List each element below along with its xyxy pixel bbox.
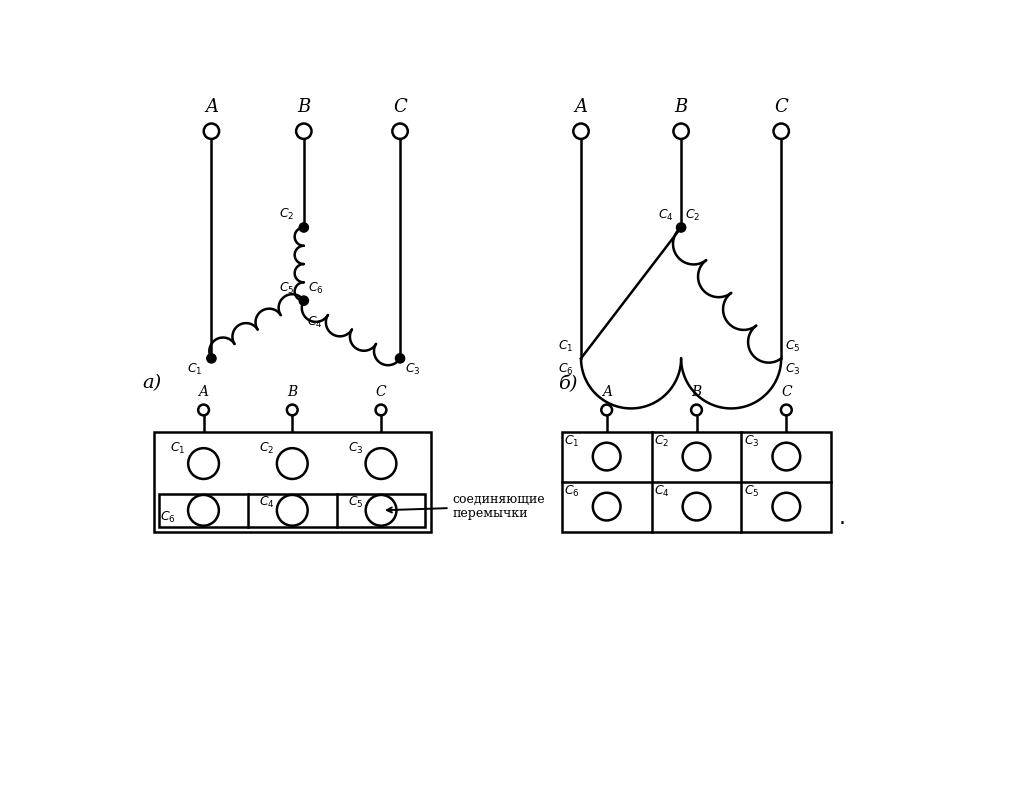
Text: $C_2$: $C_2$ xyxy=(654,434,670,449)
Circle shape xyxy=(299,296,308,305)
Circle shape xyxy=(299,223,308,232)
Text: $C_5$: $C_5$ xyxy=(348,495,364,510)
Text: $C_6$: $C_6$ xyxy=(564,484,580,499)
Text: $C_1$: $C_1$ xyxy=(558,339,573,354)
Text: A: A xyxy=(574,98,588,116)
Text: B: B xyxy=(287,385,297,399)
Text: C: C xyxy=(774,98,788,116)
Text: $C_3$: $C_3$ xyxy=(404,361,420,376)
Text: A: A xyxy=(199,385,209,399)
Text: $C_2$: $C_2$ xyxy=(280,207,295,222)
Text: $C_4$: $C_4$ xyxy=(307,314,323,329)
Text: соединяющие
перемычки: соединяющие перемычки xyxy=(387,493,545,520)
Text: б): б) xyxy=(558,374,578,392)
Text: $C_6$: $C_6$ xyxy=(160,510,175,525)
Text: C: C xyxy=(376,385,386,399)
Text: $C_3$: $C_3$ xyxy=(785,362,801,377)
Text: .: . xyxy=(839,508,846,527)
Text: $C_6$: $C_6$ xyxy=(307,281,324,296)
Text: $C_5$: $C_5$ xyxy=(785,339,801,354)
Text: $C_2$: $C_2$ xyxy=(259,440,274,455)
Text: B: B xyxy=(691,385,701,399)
Text: A: A xyxy=(602,385,611,399)
Circle shape xyxy=(207,354,216,363)
Text: C: C xyxy=(781,385,792,399)
Text: $C_4$: $C_4$ xyxy=(654,484,670,499)
Text: B: B xyxy=(675,98,688,116)
Circle shape xyxy=(395,354,404,363)
Text: $C_5$: $C_5$ xyxy=(743,484,759,499)
Text: B: B xyxy=(297,98,310,116)
Bar xyxy=(562,432,831,531)
Text: A: A xyxy=(205,98,218,116)
Text: C: C xyxy=(393,98,407,116)
Text: а): а) xyxy=(142,374,162,392)
Bar xyxy=(154,432,431,531)
Text: $C_3$: $C_3$ xyxy=(743,434,760,449)
Circle shape xyxy=(677,223,686,232)
Text: $C_1$: $C_1$ xyxy=(186,361,202,376)
Text: $C_2$: $C_2$ xyxy=(685,208,700,223)
Text: $C_4$: $C_4$ xyxy=(657,208,674,223)
Text: $C_1$: $C_1$ xyxy=(170,440,185,455)
Text: $C_1$: $C_1$ xyxy=(564,434,580,449)
Bar xyxy=(159,493,425,527)
Text: $C_3$: $C_3$ xyxy=(348,440,364,455)
Text: $C_6$: $C_6$ xyxy=(558,362,573,377)
Text: $C_5$: $C_5$ xyxy=(279,281,295,296)
Text: $C_4$: $C_4$ xyxy=(259,495,274,510)
